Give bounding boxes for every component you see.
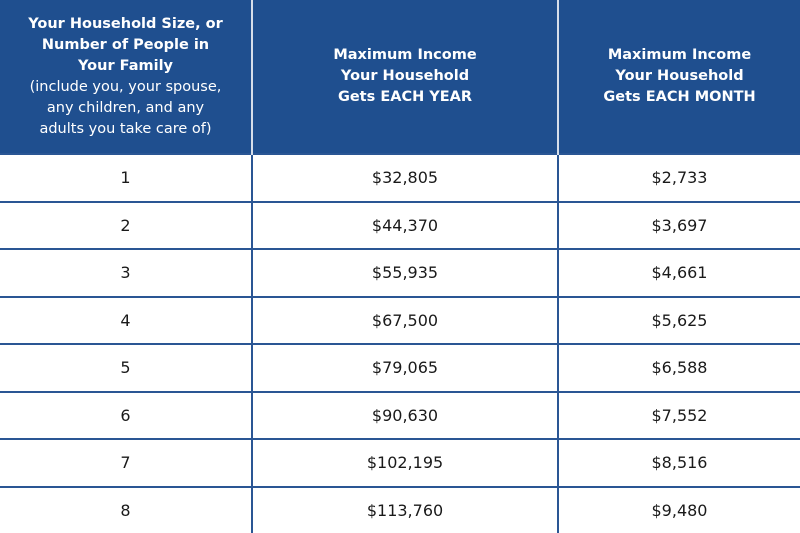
table-cell: $6,588	[557, 343, 800, 393]
table-cell: 7	[0, 438, 253, 488]
header-cell: Maximum Income Your Household Gets EACH …	[558, 0, 800, 154]
table-cell: 2	[0, 200, 253, 250]
header-content: Maximum Income Your Household Gets EACH …	[325, 45, 485, 108]
header-cell: Maximum Income Your Household Gets EACH …	[252, 0, 559, 154]
table-row: 4 $67,500 $5,625	[0, 295, 800, 345]
table-row: 8 $113,760 $9,480	[0, 485, 800, 533]
table-cell: $5,625	[557, 295, 800, 345]
table-row: 7 $102,195 $8,516	[0, 438, 800, 488]
header-emphasis: EACH YEAR	[380, 89, 473, 105]
table-cell: $79,065	[251, 343, 559, 393]
table-row: 5 $79,065 $6,588	[0, 343, 800, 393]
table-cell: $44,370	[251, 200, 559, 250]
header-title: Maximum Income Your Household Gets	[603, 47, 752, 105]
header-cell: Your Household Size, or Number of People…	[0, 0, 253, 154]
table-cell: $3,697	[557, 200, 800, 250]
table-cell: 1	[0, 153, 253, 203]
table-cell: $67,500	[251, 295, 559, 345]
table-row: 6 $90,630 $7,552	[0, 390, 800, 440]
table-cell: 3	[0, 248, 253, 298]
table-cell: $9,480	[557, 485, 800, 533]
table-cell: $102,195	[251, 438, 559, 488]
table-cell: $8,516	[557, 438, 800, 488]
table-cell: $113,760	[251, 485, 559, 533]
header-title: Your Household Size, or Number of People…	[28, 15, 223, 74]
table-cell: $7,552	[557, 390, 800, 440]
table-header: Your Household Size, or Number of People…	[0, 0, 800, 154]
header-content: Your Household Size, or Number of People…	[26, 14, 226, 140]
header-title: Maximum Income Your Household Gets	[333, 47, 477, 105]
header-row: Your Household Size, or Number of People…	[0, 0, 800, 154]
table-row: 2 $44,370 $3,697	[0, 200, 800, 250]
table-cell: 8	[0, 485, 253, 533]
table-cell: $90,630	[251, 390, 559, 440]
table-cell: $55,935	[251, 248, 559, 298]
table-cell: $4,661	[557, 248, 800, 298]
table-cell: 4	[0, 295, 253, 345]
table-cell: 6	[0, 390, 253, 440]
header-note: (include you, your spouse, any children,…	[29, 78, 222, 137]
table-cell: $2,733	[557, 153, 800, 203]
table-cell: 5	[0, 343, 253, 393]
table-row: 3 $55,935 $4,661	[0, 248, 800, 298]
table-row: 1 $32,805 $2,733	[0, 153, 800, 203]
header-content: Maximum Income Your Household Gets EACH …	[600, 45, 760, 108]
table-body: 1 $32,805 $2,733 2 $44,370 $3,697 3 $55,935 $4,6…	[0, 153, 800, 533]
header-emphasis: EACH MONTH	[645, 89, 756, 105]
table-cell: $32,805	[251, 153, 559, 203]
